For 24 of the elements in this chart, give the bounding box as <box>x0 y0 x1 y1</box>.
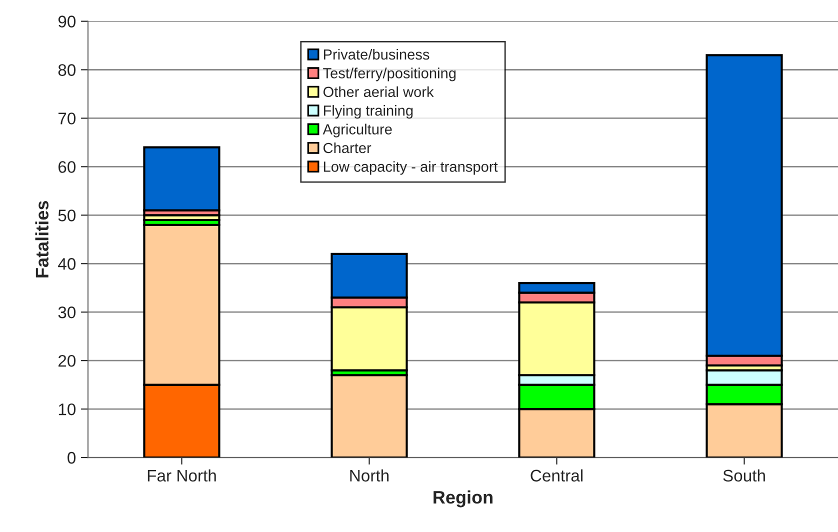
legend-label: Flying training <box>324 105 413 119</box>
x-tick-label: Central <box>530 469 582 482</box>
y-tick-label: 40 <box>58 258 76 270</box>
x-tick-label: South <box>723 469 765 482</box>
y-tick-label: 70 <box>58 112 76 124</box>
bar <box>330 374 408 458</box>
legend-label: Low capacity - air transport <box>324 161 498 175</box>
y-tick-label: 20 <box>58 354 76 367</box>
legend-label: Charter <box>323 142 372 154</box>
y-tick-label: 50 <box>58 210 76 222</box>
legend-label: Test/ferry/positioning <box>323 68 456 82</box>
y-tick-label: 90 <box>58 16 76 28</box>
x-tick-label: Far North <box>148 469 216 482</box>
x-tick-label: North <box>350 469 389 482</box>
legend-label: Other aerial work <box>323 86 434 98</box>
legend-label: Private/business <box>324 48 430 60</box>
y-tick-label: 0 <box>68 452 76 464</box>
y-tick-label: 10 <box>58 403 76 416</box>
y-tick-label: 60 <box>58 161 76 173</box>
y-tick-label: 30 <box>58 306 76 318</box>
x-axis-title: Region <box>434 490 492 508</box>
y-axis-title: Fatalities <box>35 201 49 278</box>
y-tick-label: 80 <box>58 64 76 76</box>
legend-label: Agriculture <box>322 124 392 138</box>
